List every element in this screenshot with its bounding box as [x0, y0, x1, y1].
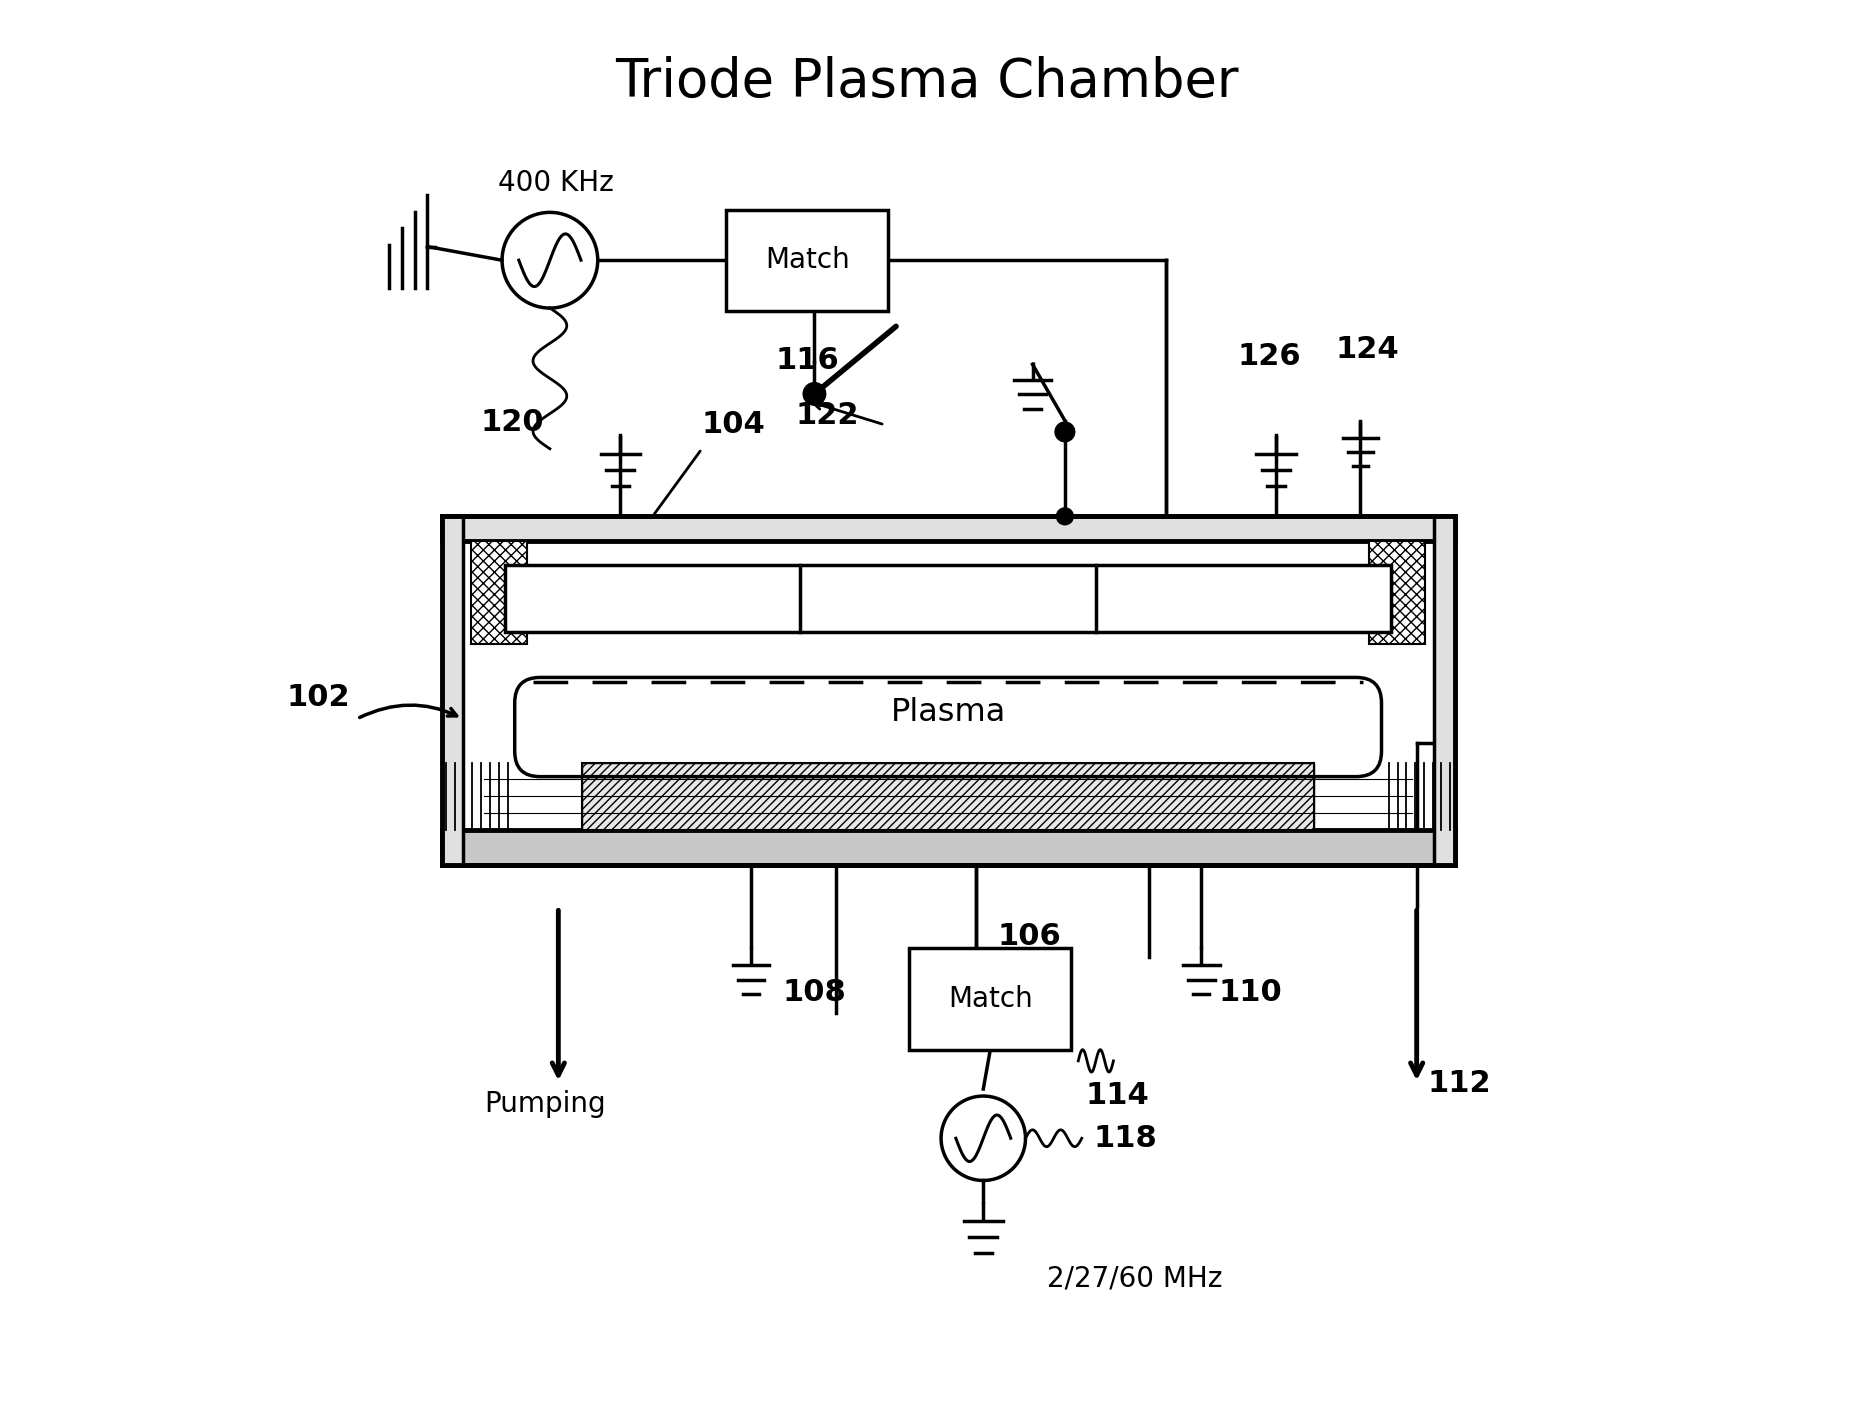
- Bar: [441, 516, 1455, 541]
- Text: 122: 122: [795, 401, 860, 429]
- Text: 110: 110: [1218, 978, 1281, 1007]
- Text: Triode Plasma Chamber: Triode Plasma Chamber: [616, 57, 1238, 108]
- Text: 106: 106: [997, 922, 1060, 951]
- Bar: [582, 763, 1314, 830]
- Text: 102: 102: [287, 682, 350, 712]
- Text: 400 KHz: 400 KHz: [499, 169, 614, 198]
- Bar: [910, 948, 1072, 1050]
- Text: 126: 126: [1237, 342, 1302, 371]
- Text: Match: Match: [766, 246, 849, 274]
- Circle shape: [803, 382, 825, 405]
- Bar: [504, 566, 1390, 632]
- Circle shape: [1055, 422, 1075, 442]
- Text: 124: 124: [1335, 335, 1400, 364]
- Text: 118: 118: [1094, 1124, 1157, 1152]
- Bar: [582, 763, 1314, 830]
- Bar: [727, 209, 888, 311]
- Text: Match: Match: [947, 985, 1033, 1013]
- Bar: [441, 830, 1455, 865]
- Text: Plasma: Plasma: [890, 698, 1005, 729]
- Text: 108: 108: [782, 978, 845, 1007]
- Text: 112: 112: [1428, 1070, 1492, 1098]
- Text: 120: 120: [480, 408, 543, 438]
- Bar: [1368, 541, 1426, 644]
- Bar: [441, 516, 464, 865]
- Text: Pumping: Pumping: [484, 1090, 606, 1118]
- Bar: [471, 541, 527, 644]
- Text: 116: 116: [775, 347, 840, 375]
- Text: 2/27/60 MHz: 2/27/60 MHz: [1048, 1265, 1222, 1293]
- Bar: [441, 516, 1455, 865]
- Text: 114: 114: [1085, 1080, 1149, 1110]
- Circle shape: [1057, 507, 1073, 524]
- Text: 104: 104: [703, 409, 766, 439]
- Bar: [1433, 516, 1455, 865]
